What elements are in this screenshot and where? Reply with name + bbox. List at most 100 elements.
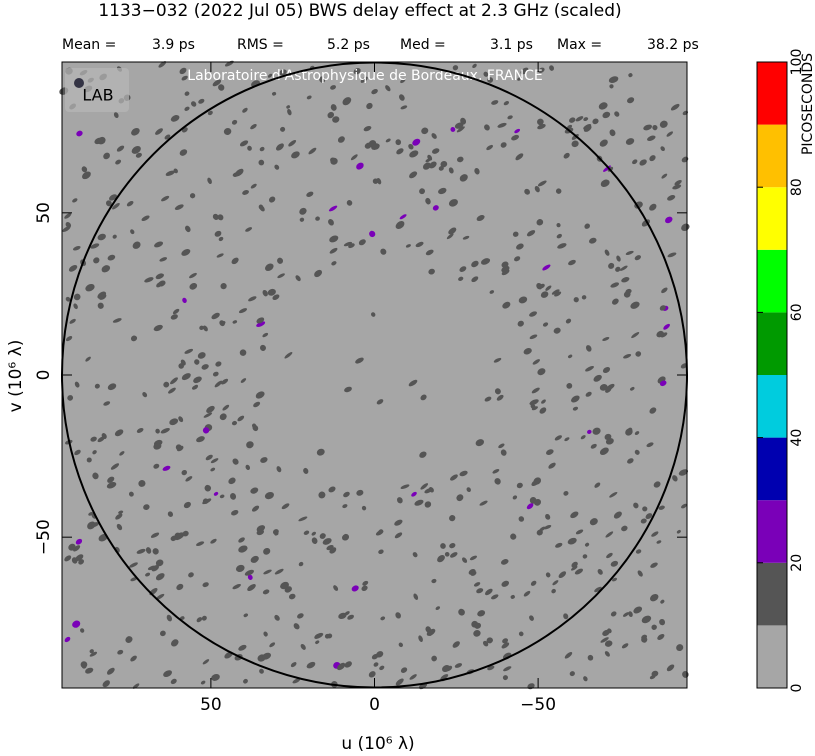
blob (210, 538, 217, 544)
blob (553, 327, 561, 334)
blob (267, 73, 273, 78)
blob (196, 436, 205, 443)
blob (540, 291, 549, 298)
blob (253, 401, 261, 408)
blob (518, 631, 524, 637)
blob (153, 442, 162, 450)
blob (630, 386, 635, 391)
blob (462, 235, 470, 240)
blob (425, 158, 432, 163)
blob (342, 533, 349, 540)
blob (360, 76, 368, 83)
blob (90, 436, 97, 442)
blob (420, 394, 427, 401)
blob (632, 159, 638, 165)
blob (411, 491, 417, 497)
blob (232, 320, 238, 324)
blob (85, 667, 94, 674)
blob (176, 532, 184, 538)
blob (537, 118, 544, 126)
blob (541, 399, 546, 404)
blob (260, 457, 268, 463)
blob (155, 593, 165, 600)
blob (194, 359, 200, 365)
blob (272, 529, 279, 535)
blob (279, 69, 287, 76)
blob (450, 126, 456, 132)
blob (106, 481, 117, 489)
blob (185, 225, 191, 233)
blob (221, 378, 229, 385)
blob (587, 654, 594, 661)
blob (590, 443, 597, 449)
blob (155, 559, 164, 567)
blob (67, 395, 74, 401)
blob (198, 98, 205, 104)
blob (378, 549, 384, 555)
blob (539, 283, 545, 289)
blob (459, 174, 468, 182)
blob (602, 336, 610, 342)
blob (156, 282, 163, 288)
blob (518, 516, 525, 522)
blob (555, 188, 562, 194)
blob (604, 651, 610, 657)
blob (602, 111, 611, 119)
blob (205, 454, 213, 461)
blob (545, 285, 552, 291)
blob (107, 383, 117, 391)
blob (373, 662, 379, 667)
blob (125, 636, 133, 643)
blob (567, 354, 573, 359)
blob (97, 136, 106, 145)
blob (484, 396, 492, 402)
blob (408, 143, 414, 150)
blob (74, 449, 81, 456)
blob (503, 666, 512, 672)
blob (534, 185, 540, 193)
blob (256, 317, 265, 324)
blob (136, 427, 144, 433)
blob (597, 569, 603, 575)
blob (641, 636, 648, 643)
blob (475, 439, 485, 447)
stat-label: RMS = (237, 37, 284, 53)
blob (306, 95, 312, 100)
colorbar-segment (757, 625, 787, 688)
blob (425, 197, 431, 205)
blob (440, 674, 449, 680)
blob (680, 363, 688, 369)
blob (163, 381, 170, 388)
colorbar-frame (756, 61, 788, 689)
blob (170, 314, 178, 320)
blob (203, 412, 213, 418)
blob (303, 467, 309, 474)
blob (502, 301, 511, 309)
blob (634, 255, 641, 261)
blob (563, 491, 569, 496)
plot-background (62, 62, 687, 688)
stat-label: Med = (400, 37, 446, 53)
blob (501, 642, 510, 649)
x-tick-label: 50 (200, 695, 222, 715)
blob (103, 152, 110, 160)
blob (212, 79, 222, 87)
blob (210, 467, 216, 472)
blob (322, 538, 332, 545)
blob (660, 146, 665, 152)
blob (571, 134, 579, 140)
blob (274, 614, 280, 621)
blob (452, 641, 460, 648)
blob (211, 673, 220, 681)
blob (545, 513, 551, 520)
blob (215, 361, 222, 367)
blob (514, 128, 521, 134)
blob (214, 380, 223, 388)
blob (141, 215, 150, 221)
blob (542, 264, 551, 271)
blob (537, 123, 546, 130)
blob (396, 148, 404, 155)
blob (610, 560, 619, 567)
blob (526, 230, 536, 237)
blob (602, 629, 610, 636)
